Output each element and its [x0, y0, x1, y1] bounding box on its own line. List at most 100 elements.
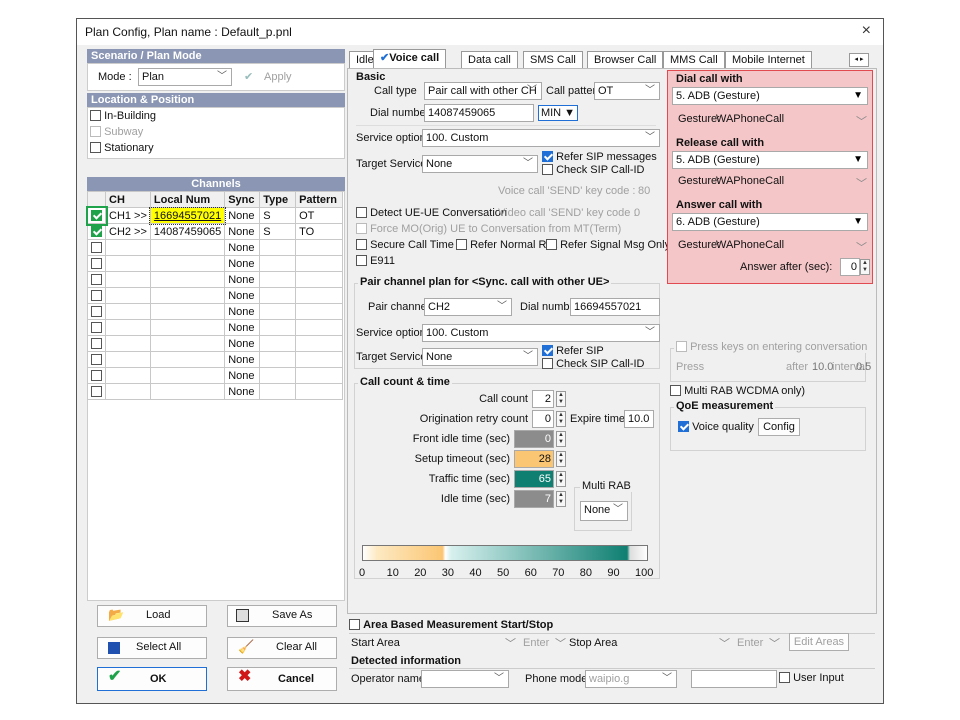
- answer-after-spinner[interactable]: ▲ ▼: [860, 259, 870, 275]
- pair-dial-number-input[interactable]: 16694557021: [570, 298, 660, 316]
- service-option-select[interactable]: 100. Custom ﹀: [422, 129, 660, 147]
- call-count-spinner[interactable]: ▲ ▼: [556, 391, 566, 407]
- front-idle-spinner[interactable]: ▲ ▼: [556, 431, 566, 447]
- detect-ue-checkbox[interactable]: [356, 207, 367, 218]
- retry-spinner[interactable]: ▲ ▼: [556, 411, 566, 427]
- row-checkbox[interactable]: [91, 369, 102, 381]
- table-row[interactable]: None: [87, 335, 343, 352]
- table-row[interactable]: CH1 >> 16694557021 None S OT: [85, 205, 343, 226]
- tab-mobile-internet[interactable]: Mobile Internet: [725, 51, 812, 68]
- table-row[interactable]: None: [87, 255, 343, 272]
- refer-normal-checkbox[interactable]: [456, 239, 467, 250]
- tab-mms-call[interactable]: MMS Call: [663, 51, 725, 68]
- dial-number-input[interactable]: 14087459065: [424, 104, 534, 122]
- table-row[interactable]: None: [87, 287, 343, 304]
- dial-gesture-value[interactable]: WAPhoneCall: [716, 113, 785, 125]
- secure-call-checkbox[interactable]: [356, 239, 367, 250]
- pair-target-service-select[interactable]: None ﹀: [422, 348, 538, 366]
- area-option[interactable]: Area Based Measurement Start/Stop: [349, 619, 553, 631]
- call-count-input[interactable]: 2: [532, 390, 554, 408]
- traffic-input[interactable]: 65: [514, 470, 554, 488]
- ok-button[interactable]: ✔ OK: [97, 667, 207, 691]
- enter-1-button[interactable]: Enter: [523, 637, 550, 649]
- call-pattern-select[interactable]: OT ﹀: [594, 82, 660, 100]
- release-call-select[interactable]: 5. ADB (Gesture) ▼: [672, 151, 868, 169]
- stationary-checkbox[interactable]: [90, 142, 101, 153]
- close-icon[interactable]: ×: [861, 22, 871, 39]
- row-checkbox[interactable]: [91, 273, 102, 285]
- tab-sms-call[interactable]: SMS Call: [523, 51, 583, 68]
- e911-checkbox[interactable]: [356, 255, 367, 266]
- row-checkbox[interactable]: [91, 353, 102, 365]
- apply-button[interactable]: Apply: [264, 71, 292, 83]
- voice-quality-checkbox[interactable]: [678, 421, 689, 432]
- table-row[interactable]: None: [87, 383, 343, 400]
- tab-scroll-arrows[interactable]: ◂ ▸: [849, 53, 869, 67]
- target-service-select[interactable]: None ﹀: [422, 155, 538, 173]
- cancel-button[interactable]: ✖ Cancel: [227, 667, 337, 691]
- release-gesture-value[interactable]: WAPhoneCall: [716, 175, 785, 187]
- min-button[interactable]: MIN ▼: [538, 105, 578, 121]
- answer-gesture-value[interactable]: WAPhoneCall: [716, 239, 785, 251]
- row-checkbox-cell[interactable]: [87, 367, 106, 384]
- voice-quality-option[interactable]: Voice quality: [678, 421, 754, 433]
- save-as-button[interactable]: Save As: [227, 605, 337, 627]
- pair-check-sip-option[interactable]: Check SIP Call-ID: [542, 358, 645, 370]
- table-row[interactable]: None: [87, 239, 343, 256]
- row-checkbox-cell[interactable]: [85, 205, 108, 226]
- enter-2-button[interactable]: Enter: [737, 637, 764, 649]
- row-checkbox[interactable]: [91, 321, 102, 333]
- refer-normal-option[interactable]: Refer Normal Rel.: [456, 239, 558, 251]
- refer-sip-option[interactable]: Refer SIP messages: [542, 151, 657, 163]
- row-checkbox-cell[interactable]: [87, 351, 106, 368]
- traffic-spinner[interactable]: ▲ ▼: [556, 471, 566, 487]
- multi-rab-select[interactable]: None ﹀: [580, 501, 628, 521]
- row-checkbox-cell[interactable]: [87, 239, 106, 256]
- row-checkbox[interactable]: [91, 385, 102, 397]
- operator-select[interactable]: ﹀: [421, 670, 509, 688]
- table-row[interactable]: None: [87, 303, 343, 320]
- row-checkbox[interactable]: [91, 289, 102, 301]
- refer-signal-checkbox[interactable]: [546, 239, 557, 250]
- edit-areas-button[interactable]: Edit Areas: [789, 633, 849, 651]
- row-checkbox-cell[interactable]: [87, 319, 106, 336]
- area-checkbox[interactable]: [349, 619, 360, 630]
- row-checkbox[interactable]: [91, 241, 102, 253]
- row-checkbox[interactable]: [91, 337, 102, 349]
- multi-rab-wcdma-checkbox[interactable]: [670, 385, 681, 396]
- table-row[interactable]: CH2 >> 14087459065 None S TO: [87, 223, 343, 240]
- pair-refer-sip-checkbox[interactable]: [542, 345, 553, 356]
- mode-select[interactable]: Plan ﹀: [138, 68, 232, 86]
- row-checkbox-cell[interactable]: [87, 223, 106, 240]
- e911-option[interactable]: E911: [356, 255, 395, 267]
- table-row[interactable]: None: [87, 271, 343, 288]
- row-checkbox-cell[interactable]: [87, 255, 106, 272]
- tab-data-call[interactable]: Data call: [461, 51, 518, 68]
- table-row[interactable]: None: [87, 319, 343, 336]
- detect-ue-option[interactable]: Detect UE-UE Conversation: [356, 207, 507, 219]
- tab-browser-call[interactable]: Browser Call: [587, 51, 664, 68]
- row-checkbox[interactable]: [91, 257, 102, 269]
- pair-refer-sip-option[interactable]: Refer SIP: [542, 345, 604, 357]
- start-area-label[interactable]: Start Area: [351, 637, 400, 649]
- setup-spinner[interactable]: ▲ ▼: [556, 451, 566, 467]
- pair-check-sip-checkbox[interactable]: [542, 358, 553, 369]
- answer-after-input[interactable]: 0: [840, 258, 860, 276]
- answer-call-select[interactable]: 6. ADB (Gesture) ▼: [672, 213, 868, 231]
- location-item-stationary[interactable]: Stationary: [90, 142, 154, 154]
- location-item-in-building[interactable]: In-Building: [90, 110, 156, 122]
- clear-all-button[interactable]: 🧹 Clear All: [227, 637, 337, 659]
- table-row[interactable]: None: [87, 367, 343, 384]
- in-building-checkbox[interactable]: [90, 110, 101, 121]
- row-checkbox-cell[interactable]: [87, 303, 106, 320]
- user-input-checkbox[interactable]: [779, 672, 790, 683]
- select-all-button[interactable]: Select All: [97, 637, 207, 659]
- multi-rab-wcdma-option[interactable]: Multi RAB WCDMA only): [670, 385, 805, 397]
- tab-voice-call[interactable]: ✔Voice call: [373, 49, 447, 69]
- row-checkbox-cell[interactable]: [87, 335, 106, 352]
- dial-call-select[interactable]: 5. ADB (Gesture) ▼: [672, 87, 868, 105]
- user-input-option[interactable]: User Input: [779, 672, 844, 684]
- pair-service-option-select[interactable]: 100. Custom ﹀: [422, 324, 660, 342]
- row-checkbox[interactable]: [91, 225, 102, 237]
- extra-field[interactable]: [691, 670, 777, 688]
